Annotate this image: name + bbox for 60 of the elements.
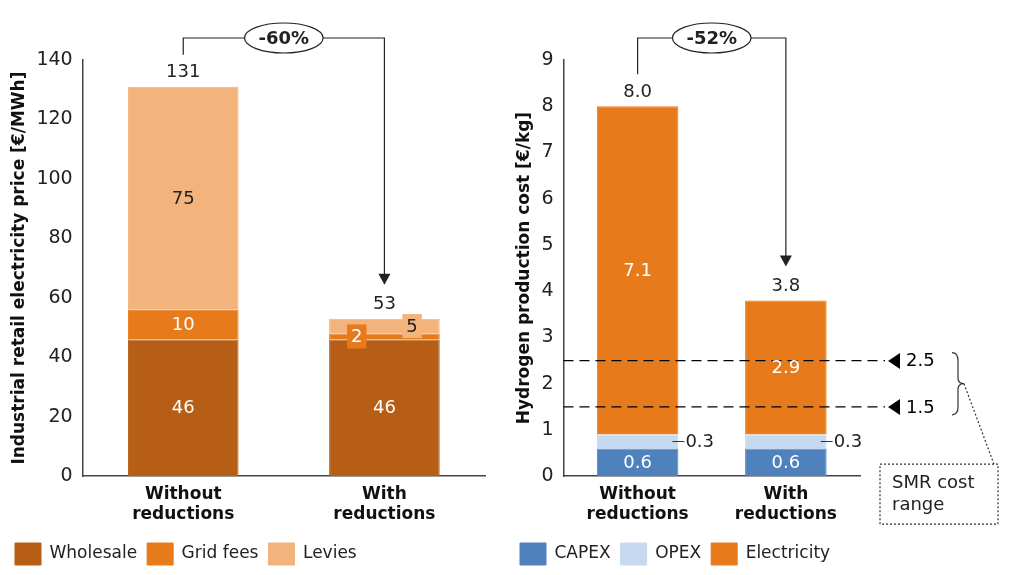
text: SMR cost range	[892, 470, 975, 514]
y-tick-label: 1	[541, 416, 554, 439]
y-tick-label: 3	[541, 324, 554, 347]
legend-label: Electricity	[745, 542, 831, 563]
y-tick-label: 6	[541, 185, 554, 208]
y-tick-label: 140	[36, 46, 73, 69]
data-label: 46	[372, 396, 396, 418]
total-label: 8.0	[623, 79, 652, 101]
total-label: 53	[372, 292, 396, 314]
y-tick-label: 80	[48, 225, 73, 248]
ref-line-label: 1.5	[906, 395, 935, 417]
legend-label: Grid fees	[181, 542, 259, 563]
text: -60%	[258, 26, 310, 48]
bar	[596, 106, 679, 435]
bar	[596, 434, 679, 449]
data-label: 10	[171, 313, 195, 335]
data-label: 5	[406, 314, 418, 336]
bar	[745, 434, 827, 449]
bar	[127, 86, 239, 310]
y-axis-title: Industrial retail electricity price [€/MWh]	[7, 71, 28, 465]
legend-label: CAPEX	[554, 542, 611, 563]
text: -52%	[686, 26, 738, 48]
total-label: 3.8	[771, 274, 801, 296]
legend-label: Wholesale	[49, 542, 138, 563]
data-label: 0.6	[771, 451, 801, 472]
bar	[745, 300, 827, 435]
data-label: 0.3	[833, 430, 863, 452]
x-tick-label: Without reductions	[132, 482, 235, 524]
y-tick-label: 9	[541, 46, 554, 69]
y-tick-label: 5	[541, 231, 554, 254]
y-tick-label: 4	[541, 278, 554, 301]
y-axis-title: Hydrogen production cost [€/kg]	[512, 111, 533, 425]
legend-label: OPEX	[655, 542, 702, 563]
y-tick-label: 0	[60, 463, 73, 486]
bar	[596, 448, 679, 477]
y-tick-label: 40	[48, 344, 73, 367]
y-tick-label: 60	[48, 284, 73, 307]
data-label: 0.6	[623, 451, 652, 472]
bar	[127, 339, 239, 477]
total-label: 131	[166, 60, 201, 82]
data-label: 75	[171, 186, 195, 208]
data-label: 7.1	[623, 259, 652, 281]
y-tick-label: 8	[541, 93, 554, 116]
data-label: 2.9	[771, 356, 801, 378]
bar	[127, 309, 239, 340]
y-tick-label: 7	[541, 139, 554, 162]
y-tick-label: 20	[48, 403, 73, 426]
bar	[745, 448, 827, 477]
x-tick-label: With reductions	[333, 482, 436, 524]
data-label: 2	[351, 325, 363, 347]
y-tick-label: 2	[541, 370, 554, 393]
legend-label: Levies	[302, 542, 357, 563]
data-label: 46	[171, 396, 195, 418]
x-tick-label: With reductions	[734, 482, 837, 524]
data-label: 0.3	[685, 430, 715, 452]
x-tick-label: Without reductions	[586, 482, 689, 524]
y-tick-label: 0	[541, 463, 554, 486]
y-tick-label: 100	[36, 165, 73, 188]
ref-line-label: 2.5	[906, 349, 935, 371]
y-tick-label: 120	[36, 106, 73, 129]
